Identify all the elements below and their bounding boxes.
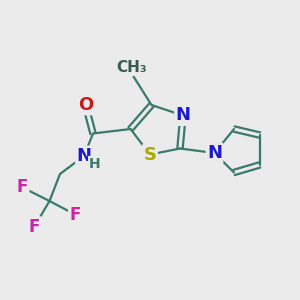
Text: F: F xyxy=(29,218,40,236)
Text: F: F xyxy=(17,178,28,196)
Text: N: N xyxy=(207,144,222,162)
Text: N: N xyxy=(76,147,92,165)
Text: CH₃: CH₃ xyxy=(117,60,147,75)
Text: S: S xyxy=(143,146,157,164)
Text: F: F xyxy=(69,206,81,224)
Text: H: H xyxy=(89,157,100,170)
Text: O: O xyxy=(78,96,93,114)
Text: N: N xyxy=(176,106,190,124)
Text: methyl: methyl xyxy=(123,72,129,74)
